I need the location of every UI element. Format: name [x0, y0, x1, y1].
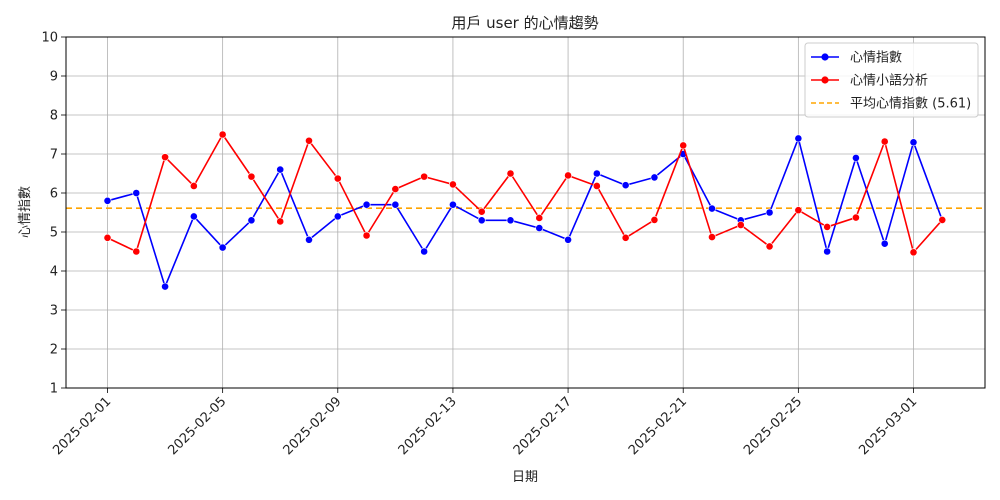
series-2-point [477, 207, 486, 216]
x-tick-label: 2025-02-17 [511, 394, 575, 458]
series-2-point [420, 172, 429, 181]
series-1-point [132, 189, 141, 197]
series-1-point [305, 235, 313, 244]
series-1-point [506, 216, 515, 225]
y-tick-label: 6 [50, 187, 58, 202]
series-2-point [938, 216, 947, 224]
legend-label: 平均心情指數 (5.61) [850, 97, 971, 112]
legend-swatch-marker [821, 53, 829, 61]
y-tick-label: 10 [41, 31, 58, 46]
y-tick-label: 2 [50, 343, 58, 358]
series-2-point [621, 233, 630, 242]
series-1-point [103, 196, 112, 205]
series-2-point [564, 171, 572, 180]
series-2-point [535, 214, 544, 222]
series-2-point [650, 216, 659, 224]
series-1-point [765, 208, 774, 217]
series-1-point [880, 239, 889, 248]
series-1-point [161, 282, 169, 291]
y-tick-label: 3 [50, 304, 58, 319]
series-2-point [449, 180, 457, 189]
series-1-point [477, 216, 486, 225]
x-tick-label: 2025-02-25 [741, 394, 805, 458]
y-tick-label: 9 [50, 70, 58, 85]
series-line-1 [107, 137, 944, 288]
series-2-point [161, 153, 169, 162]
x-tick-label: 2025-02-01 [50, 394, 114, 458]
series-2-point [276, 217, 285, 226]
y-axis: 1 2 3 4 5 6 7 8 9 10 [41, 31, 66, 397]
series-1-point [852, 153, 860, 162]
y-tick-label: 8 [50, 109, 58, 124]
series-1-point [564, 235, 572, 244]
series-2-point [708, 233, 716, 241]
y-axis-label: 心情指數 [18, 186, 33, 238]
series-1-point [333, 212, 342, 221]
series-1-point [362, 200, 371, 209]
series-2-point [218, 130, 227, 139]
series-1-point [420, 247, 429, 256]
series-2-point [132, 247, 141, 256]
series-2-point [909, 248, 918, 257]
series-2-point [823, 223, 832, 231]
series-2-point [391, 185, 400, 193]
x-tick-label: 2025-02-05 [165, 394, 229, 458]
x-tick-label: 2025-02-21 [626, 394, 690, 458]
x-axis: 2025-02-01 2025-02-05 2025-02-09 2025-02-13… [50, 388, 920, 458]
series-1-point [823, 247, 832, 256]
series-1-point [909, 138, 918, 147]
series-1-point [218, 243, 227, 252]
series-1-point [535, 224, 544, 232]
series-1-point [592, 169, 601, 178]
series-1-point [276, 165, 285, 174]
series-2-point [362, 231, 371, 240]
series-2-point [189, 182, 198, 190]
series-1-point [449, 200, 457, 209]
plot-frame [65, 36, 986, 389]
series-2-point [305, 136, 313, 145]
legend-label: 心情指數 [850, 51, 902, 66]
series-2-point [852, 213, 860, 222]
series-2-point [506, 169, 515, 178]
series-2-point [679, 141, 688, 150]
x-axis-label: 日期 [512, 470, 538, 485]
x-tick-label: 2025-02-13 [396, 394, 460, 458]
legend-label: 心情小語分析 [850, 73, 928, 89]
chart-title: 用戶 user 的心情趨勢 [451, 14, 598, 32]
series-2-point [765, 242, 774, 251]
series-line-2 [107, 133, 943, 254]
y-tick-label: 4 [50, 265, 58, 280]
series-2-point [592, 182, 601, 190]
series-2-point [247, 172, 256, 181]
series-1-point [708, 204, 716, 213]
x-tick-label: 2025-02-09 [281, 394, 345, 458]
series-2-point [880, 137, 889, 146]
series-1-point [621, 181, 630, 190]
series-2-point [794, 206, 803, 215]
y-tick-label: 7 [50, 148, 58, 163]
series-1-point [794, 134, 803, 143]
series-1-point [650, 173, 659, 182]
legend-swatch-marker [821, 76, 829, 84]
y-tick-label: 1 [50, 382, 58, 397]
x-tick-label: 2025-03-01 [856, 394, 920, 458]
series-2-point [103, 233, 112, 242]
series-layer [103, 130, 947, 291]
series-2-point [333, 174, 342, 183]
series-1-point [247, 216, 256, 225]
series-1-point [391, 200, 400, 209]
series-2-point [736, 221, 745, 229]
series-1-point [189, 212, 198, 221]
y-tick-label: 5 [50, 226, 58, 241]
legend-box [804, 42, 979, 118]
